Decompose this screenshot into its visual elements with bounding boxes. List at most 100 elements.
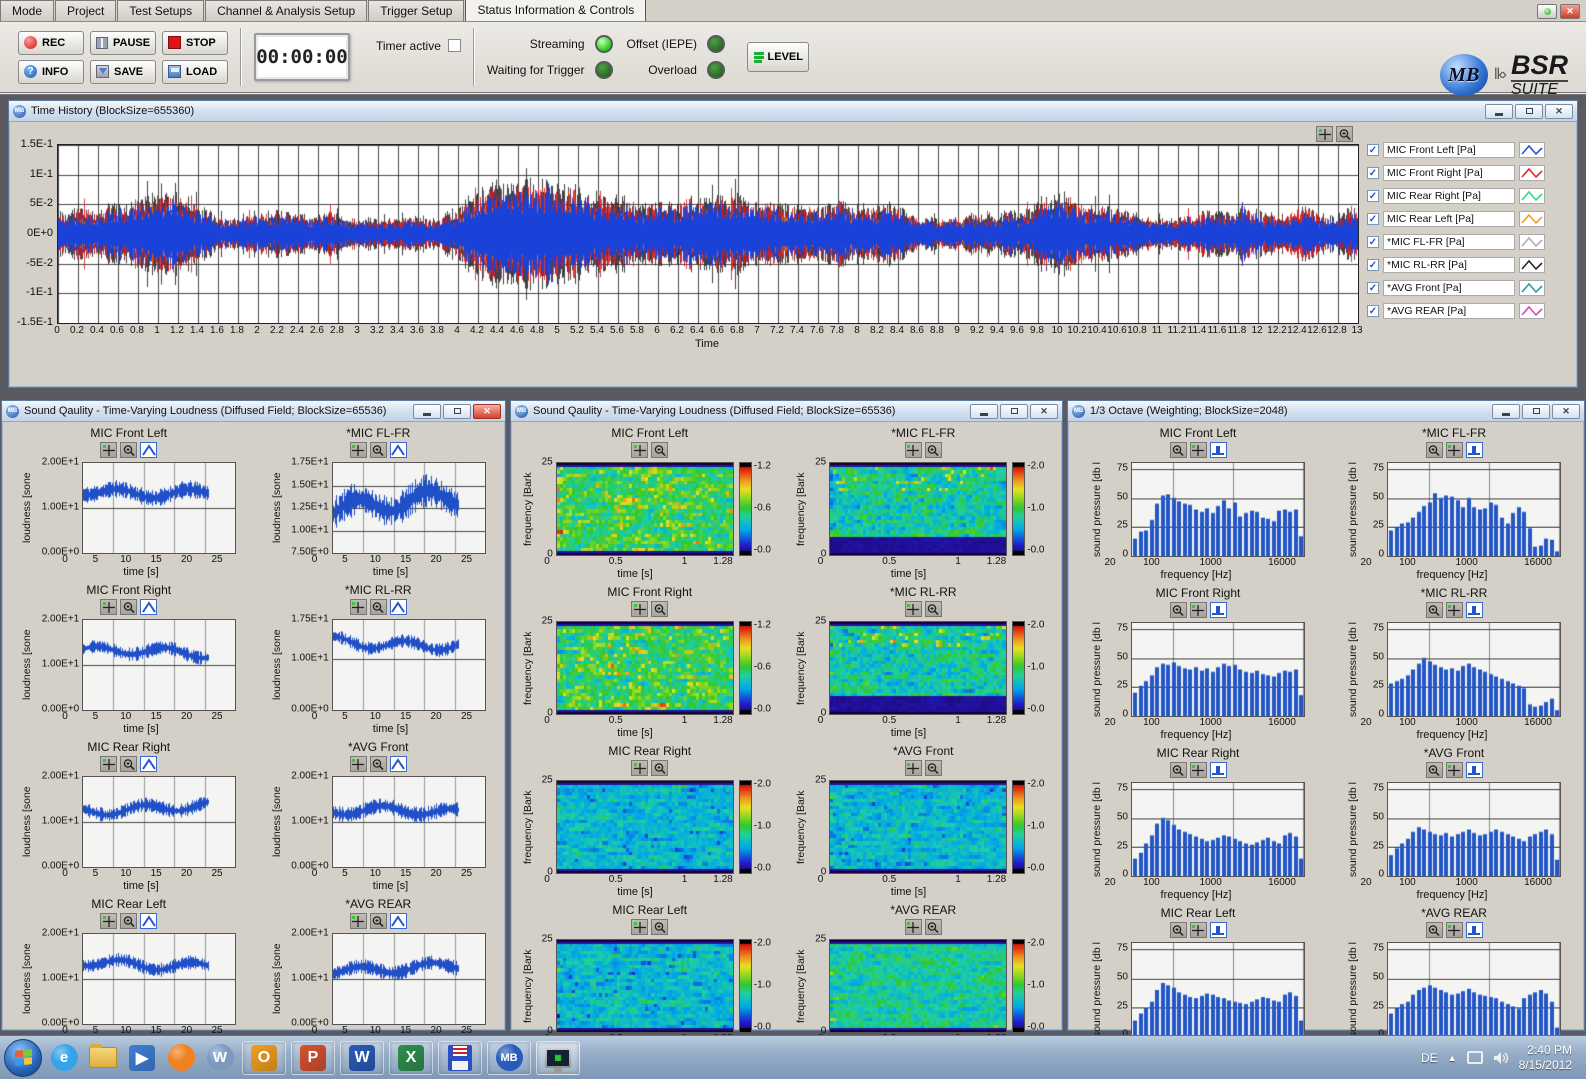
crosshair-tool-icon[interactable] [631,760,648,776]
legend-line-sample[interactable] [1519,165,1545,181]
peak-style-icon[interactable] [140,756,157,772]
crosshair-tool-icon[interactable] [1446,762,1463,778]
zoom-tool-icon[interactable] [1426,442,1443,458]
restore-button[interactable] [1515,104,1543,119]
tab-trigger-setup[interactable]: Trigger Setup [368,0,464,21]
outlook-icon[interactable]: O [242,1041,286,1075]
peak-style-icon[interactable] [390,913,407,929]
legend-checkbox[interactable]: ✓ [1367,282,1379,294]
legend-checkbox[interactable]: ✓ [1367,236,1379,248]
bar-style-icon[interactable] [1466,762,1483,778]
crosshair-tool-icon[interactable] [350,599,367,615]
crosshair-tool-icon[interactable] [905,442,922,458]
close-button[interactable]: ✕ [1545,104,1573,119]
zoom-tool-icon[interactable] [925,919,942,935]
zoom-tool-icon[interactable] [120,442,137,458]
crosshair-tool-icon[interactable] [631,442,648,458]
windows-explorer-icon[interactable] [86,1041,120,1075]
peak-style-icon[interactable] [390,442,407,458]
bar-style-icon[interactable] [1210,922,1227,938]
legend-checkbox[interactable]: ✓ [1367,167,1379,179]
crosshair-tool-icon[interactable] [1190,762,1207,778]
crosshair-tool-icon[interactable] [350,756,367,772]
crosshair-tool-icon[interactable] [1190,602,1207,618]
bar-style-icon[interactable] [1466,602,1483,618]
tab-mode[interactable]: Mode [0,0,54,21]
zoom-tool-icon[interactable] [651,919,668,935]
crosshair-tool-icon[interactable] [905,601,922,617]
legend-line-sample[interactable] [1519,257,1545,273]
peak-style-icon[interactable] [140,599,157,615]
time-history-titlebar[interactable]: MB Time History (BlockSize=655360) ✕ [9,101,1577,122]
zoom-tool-icon[interactable] [1426,762,1443,778]
crosshair-tool-icon[interactable] [905,919,922,935]
tab-test-setups[interactable]: Test Setups [117,0,204,21]
zoom-tool-icon[interactable] [370,442,387,458]
tab-channel-analysis-setup[interactable]: Channel & Analysis Setup [205,0,367,21]
zoom-tool-icon[interactable] [1170,442,1187,458]
zoom-tool-icon[interactable] [120,756,137,772]
bar-style-icon[interactable] [1466,922,1483,938]
spectrogram-window-titlebar[interactable]: MB Sound Qaulity - Time-Varying Loudness… [511,401,1062,422]
language-indicator[interactable]: DE [1421,1051,1438,1065]
zoom-tool-icon[interactable] [370,756,387,772]
crosshair-tool-icon[interactable] [1446,602,1463,618]
close-button[interactable]: ✕ [473,404,501,419]
crosshair-tool-icon[interactable] [100,599,117,615]
peak-style-icon[interactable] [390,756,407,772]
legend-line-sample[interactable] [1519,303,1545,319]
wordpress-icon[interactable]: W [203,1041,237,1075]
start-button[interactable] [4,1039,42,1077]
clock[interactable]: 2:40 PM 8/15/2012 [1519,1043,1572,1073]
tab-status-information-controls[interactable]: Status Information & Controls [465,0,646,21]
zoom-tool-icon[interactable] [1336,126,1353,142]
crosshair-tool-icon[interactable] [1190,442,1207,458]
word-icon[interactable]: W [340,1041,384,1075]
info-button[interactable]: ?INFO [18,60,84,84]
close-button[interactable]: ✕ [1030,404,1058,419]
bsr-suite-icon[interactable]: MB [487,1041,531,1075]
legend-line-sample[interactable] [1519,188,1545,204]
crosshair-tool-icon[interactable] [1446,922,1463,938]
timer-active-checkbox[interactable] [448,39,461,52]
crosshair-tool-icon[interactable] [631,601,648,617]
legend-line-sample[interactable] [1519,142,1545,158]
zoom-tool-icon[interactable] [1426,922,1443,938]
crosshair-tool-icon[interactable] [631,919,648,935]
tab-project[interactable]: Project [55,0,116,21]
zoom-tool-icon[interactable] [925,760,942,776]
peak-style-icon[interactable] [390,599,407,615]
crosshair-tool-icon[interactable] [100,913,117,929]
legend-checkbox[interactable]: ✓ [1367,259,1379,271]
zoom-tool-icon[interactable] [1170,762,1187,778]
minimize-button[interactable] [1492,404,1520,419]
bar-style-icon[interactable] [1210,442,1227,458]
zoom-tool-icon[interactable] [651,601,668,617]
active-app-icon[interactable]: ▦ [536,1041,580,1075]
firefox-icon[interactable] [164,1041,198,1075]
stop-button[interactable]: STOP [162,31,228,55]
level-button[interactable]: LEVEL [747,42,809,72]
zoom-tool-icon[interactable] [120,599,137,615]
peak-style-icon[interactable] [140,442,157,458]
crosshair-tool-icon[interactable] [905,760,922,776]
crosshair-tool-icon[interactable] [350,913,367,929]
legend-checkbox[interactable]: ✓ [1367,190,1379,202]
internet-explorer-icon[interactable]: e [47,1041,81,1075]
crosshair-tool-icon[interactable] [1316,126,1333,142]
bar-style-icon[interactable] [1210,602,1227,618]
restore-button[interactable] [443,404,471,419]
legend-checkbox[interactable]: ✓ [1367,305,1379,317]
load-button[interactable]: LOAD [162,60,228,84]
crosshair-tool-icon[interactable] [350,442,367,458]
zoom-tool-icon[interactable] [1426,602,1443,618]
crosshair-tool-icon[interactable] [100,756,117,772]
media-player-icon[interactable]: ▶ [125,1041,159,1075]
zoom-tool-icon[interactable] [1170,602,1187,618]
zoom-tool-icon[interactable] [925,601,942,617]
bar-style-icon[interactable] [1210,762,1227,778]
show-hidden-icons-arrow[interactable]: ▲ [1448,1053,1457,1063]
legend-line-sample[interactable] [1519,234,1545,250]
minimize-button[interactable] [970,404,998,419]
pause-button[interactable]: PAUSE [90,31,156,55]
